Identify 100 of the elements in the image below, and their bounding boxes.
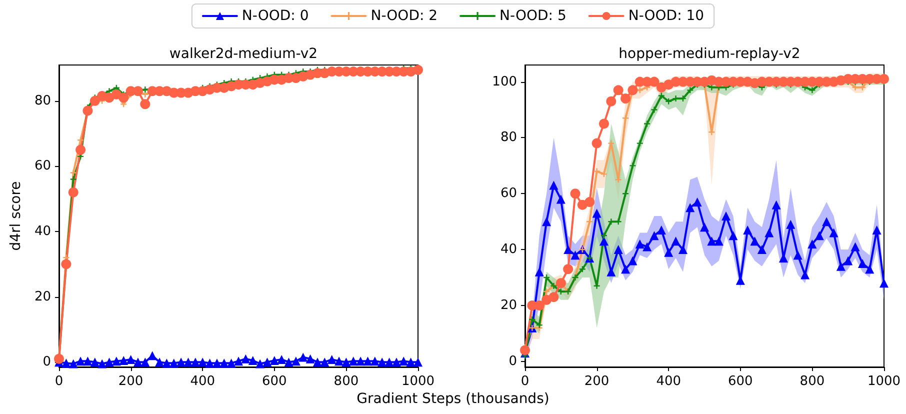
point <box>592 208 602 218</box>
point <box>126 354 136 364</box>
x-tick-label: 800 <box>334 374 359 389</box>
point <box>687 87 694 94</box>
point <box>142 91 148 98</box>
point <box>858 259 867 268</box>
point <box>190 358 200 367</box>
point <box>76 356 86 366</box>
point <box>613 85 624 96</box>
point <box>620 94 631 104</box>
point <box>169 358 178 368</box>
point <box>155 358 164 367</box>
point <box>520 345 530 356</box>
x-tick-label: 200 <box>584 374 610 389</box>
y-tick-label: 20 <box>34 289 51 304</box>
point <box>220 358 229 368</box>
y-tick-label: 60 <box>500 186 517 202</box>
y-tick-label: 0 <box>508 354 517 369</box>
point <box>68 187 78 198</box>
point <box>772 200 781 210</box>
point <box>548 292 559 302</box>
point <box>70 170 76 176</box>
point <box>298 352 308 362</box>
point <box>636 140 643 146</box>
chart-title: walker2d-medium-v2 <box>169 46 318 62</box>
point <box>642 242 652 252</box>
point <box>584 197 595 208</box>
point <box>829 228 838 238</box>
point <box>809 87 816 94</box>
point <box>212 358 222 368</box>
legend-label: N-OOD: 0 <box>242 8 309 24</box>
point <box>598 118 609 129</box>
point <box>757 245 766 254</box>
point <box>534 300 544 310</box>
y-tick-label: 40 <box>500 242 517 258</box>
point <box>678 245 688 254</box>
point <box>570 250 580 260</box>
point <box>148 351 157 360</box>
point <box>370 356 380 366</box>
point <box>327 354 336 364</box>
point <box>83 356 92 366</box>
x-tick-label: 0 <box>54 374 64 389</box>
point <box>786 220 796 229</box>
point <box>241 354 250 364</box>
x-tick-label: 1000 <box>401 374 435 389</box>
point <box>140 358 150 367</box>
point <box>743 225 752 234</box>
point <box>722 212 731 220</box>
point <box>356 356 366 366</box>
chart-title: hopper-medium-replay-v2 <box>618 46 800 62</box>
point <box>865 264 874 274</box>
point <box>270 356 279 365</box>
point <box>62 358 71 368</box>
point <box>76 144 86 155</box>
x-tick-label: 200 <box>118 374 144 389</box>
point <box>363 356 372 366</box>
y-tick-label: 20 <box>500 298 517 313</box>
point <box>205 358 214 368</box>
point <box>176 358 186 367</box>
legend-label: N-OOD: 10 <box>628 8 704 24</box>
point <box>112 356 121 366</box>
point <box>248 356 258 365</box>
point <box>728 231 738 240</box>
point <box>700 222 709 232</box>
y-tick-label: 40 <box>34 224 51 240</box>
y-tick-label: 80 <box>34 93 51 108</box>
point <box>658 92 664 99</box>
point <box>334 356 344 366</box>
point <box>800 270 810 280</box>
x-tick-label: 400 <box>190 374 216 389</box>
y-tick-label: 60 <box>34 158 51 174</box>
y-tick-label: 80 <box>500 130 517 146</box>
point <box>594 168 600 174</box>
point <box>198 358 208 367</box>
point <box>822 217 832 226</box>
point <box>534 267 544 276</box>
point <box>556 194 566 204</box>
y-tick-label: 100 <box>492 74 517 90</box>
point <box>119 356 128 365</box>
point <box>764 228 774 238</box>
point <box>614 245 623 254</box>
point <box>606 267 616 276</box>
point <box>808 239 817 248</box>
point <box>628 256 638 266</box>
point <box>549 180 558 190</box>
point <box>406 358 416 367</box>
point <box>656 225 666 234</box>
point <box>90 358 100 367</box>
point <box>414 358 422 367</box>
point <box>262 358 272 367</box>
point <box>750 236 760 246</box>
point <box>277 354 286 364</box>
point <box>793 250 802 260</box>
x-tick-label: 600 <box>728 374 753 389</box>
point <box>671 236 680 246</box>
point <box>104 358 114 367</box>
point <box>650 231 659 240</box>
point <box>306 354 315 364</box>
point <box>226 358 236 368</box>
point <box>284 358 294 367</box>
